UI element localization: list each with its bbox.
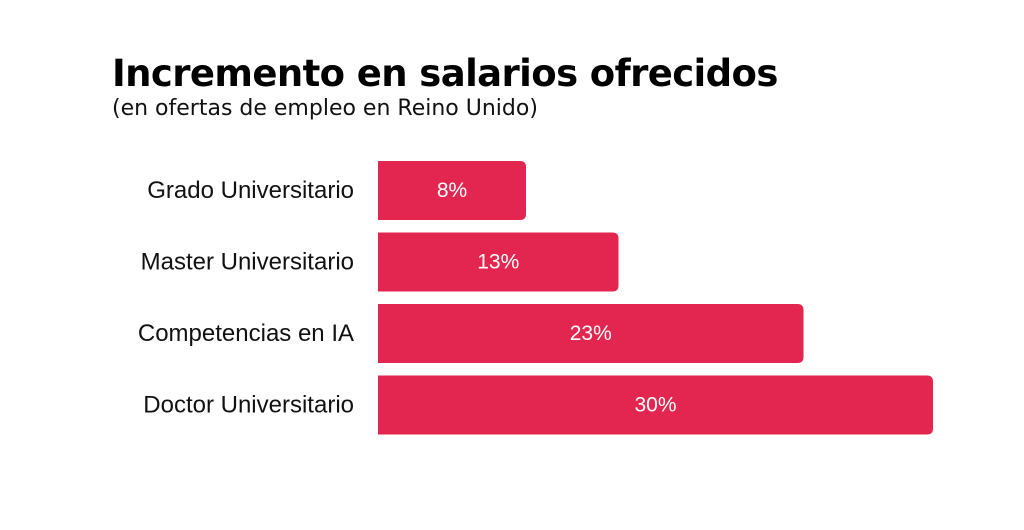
category-label: Master Universitario: [141, 249, 354, 276]
category-label: Competencias en IA: [138, 320, 354, 347]
bar-group: Doctor Universitario 30%: [143, 375, 933, 435]
bar: [378, 304, 804, 363]
value-label: 23%: [570, 322, 612, 345]
category-label: Doctor Universitario: [143, 392, 354, 419]
bar: [378, 161, 526, 220]
value-label: 30%: [634, 394, 676, 417]
bar: [378, 375, 933, 435]
value-label: 8%: [437, 179, 467, 202]
bar-group: Master Universitario 13%: [141, 232, 619, 292]
bar-group: Grado Universitario 8%: [147, 161, 526, 220]
chart-title: Incremento en salarios ofrecidos: [112, 52, 778, 95]
bar: [378, 232, 619, 292]
chart-subtitle: (en ofertas de empleo en Reino Unido): [112, 96, 538, 121]
category-label: Grado Universitario: [147, 177, 354, 204]
value-label: 13%: [477, 251, 519, 274]
bar-group: Competencias en IA 23%: [138, 304, 804, 363]
